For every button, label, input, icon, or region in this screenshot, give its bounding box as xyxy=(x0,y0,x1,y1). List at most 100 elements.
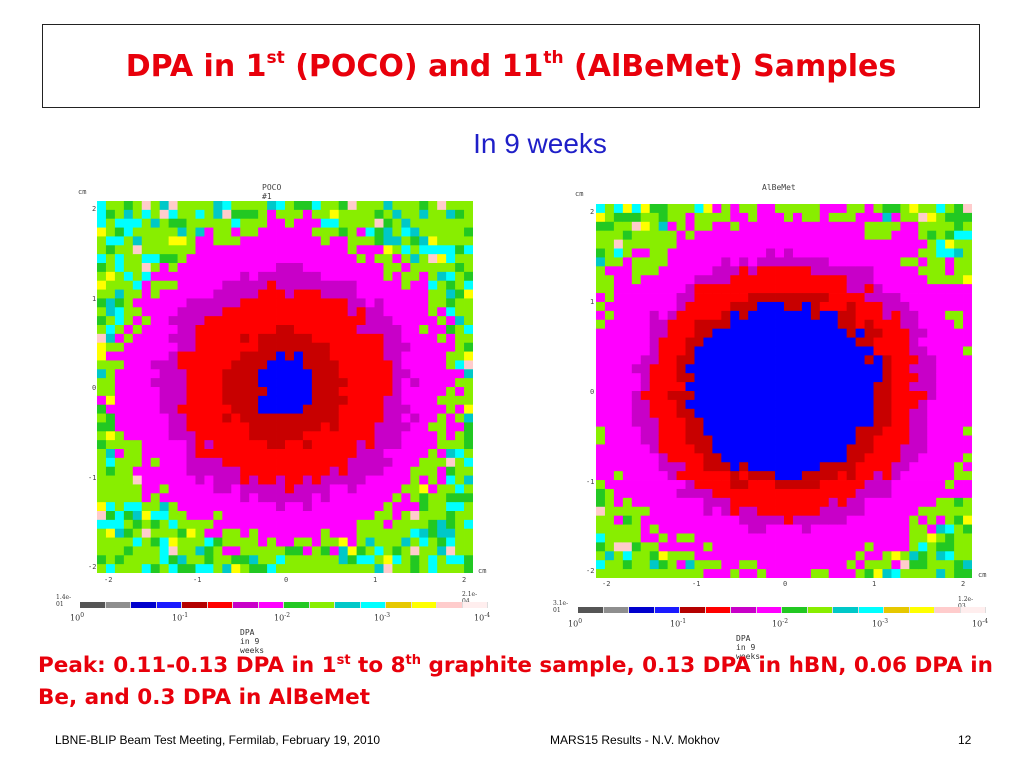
map-cell xyxy=(604,444,615,454)
map-cell xyxy=(801,533,812,543)
map-cell xyxy=(132,263,143,273)
map-cell xyxy=(676,221,686,232)
map-cell xyxy=(927,337,937,347)
map-cell xyxy=(293,263,304,273)
map-cell xyxy=(775,533,785,543)
map-cell xyxy=(293,342,304,352)
map-cell xyxy=(712,542,722,552)
map-cell xyxy=(132,555,143,565)
map-cell xyxy=(222,342,232,352)
map-cell xyxy=(204,378,214,388)
map-cell xyxy=(150,316,161,326)
map-cell xyxy=(631,533,642,543)
map-cell xyxy=(329,537,340,547)
map-cell xyxy=(240,280,250,290)
map-cell xyxy=(873,551,883,561)
map-cell xyxy=(401,263,411,273)
map-cell xyxy=(114,263,125,273)
map-cell xyxy=(464,218,473,228)
map-cell xyxy=(801,293,812,303)
map-cell xyxy=(347,333,358,344)
map-cell xyxy=(419,564,429,573)
map-cell xyxy=(231,511,241,521)
map-cell xyxy=(918,453,928,463)
map-cell xyxy=(114,333,125,344)
map-cell xyxy=(240,271,250,282)
map-cell xyxy=(276,466,286,476)
map-cell xyxy=(455,440,465,450)
map-cell xyxy=(347,528,358,538)
map-cell xyxy=(311,564,322,573)
map-cell xyxy=(658,462,669,472)
map-cell xyxy=(864,471,874,481)
map-cell xyxy=(419,511,429,521)
map-cell xyxy=(123,431,134,441)
map-cell xyxy=(249,440,259,450)
map-cell xyxy=(963,373,972,383)
map-cell xyxy=(936,533,946,543)
map-cell xyxy=(864,444,874,454)
map-cell xyxy=(712,346,722,356)
map-cell xyxy=(338,457,349,468)
map-cell xyxy=(132,440,143,450)
map-cell xyxy=(658,364,669,374)
map-cell xyxy=(267,316,277,326)
map-cell xyxy=(293,307,304,317)
map-cell xyxy=(640,533,651,543)
map-cell xyxy=(640,284,651,294)
map-cell xyxy=(954,382,964,392)
map-cell xyxy=(114,369,125,379)
map-cell xyxy=(640,212,651,223)
map-cell xyxy=(293,555,304,565)
subtitle: In 9 weeks xyxy=(473,128,607,159)
map-cell xyxy=(311,484,322,494)
map-cell xyxy=(464,564,473,573)
map-cell xyxy=(757,337,767,347)
map-cell xyxy=(846,310,857,321)
map-cell xyxy=(819,310,830,321)
map-cell xyxy=(640,275,651,285)
map-cell xyxy=(195,466,205,476)
map-cell xyxy=(604,275,615,285)
map-cell xyxy=(267,511,277,521)
map-cell xyxy=(240,325,250,335)
map-cell xyxy=(784,373,794,383)
map-cell xyxy=(613,204,624,214)
map-cell xyxy=(766,204,776,214)
map-cell xyxy=(455,271,465,282)
map-cell xyxy=(446,484,456,494)
map-cell xyxy=(231,236,241,246)
map-cell xyxy=(613,542,624,552)
map-cell xyxy=(918,221,928,232)
map-cell xyxy=(631,239,642,249)
map-cell xyxy=(97,378,107,388)
map-cell xyxy=(213,413,223,423)
map-cell xyxy=(356,466,366,476)
map-cell xyxy=(186,227,196,237)
map-cell xyxy=(302,537,313,547)
map-cell xyxy=(748,266,758,276)
map-cell xyxy=(864,230,874,241)
map-cell xyxy=(159,333,170,344)
map-cell xyxy=(945,310,955,321)
map-cell xyxy=(159,511,170,521)
map-cell xyxy=(258,387,268,397)
map-cell xyxy=(455,475,465,485)
map-cell xyxy=(927,275,937,285)
map-cell xyxy=(712,533,722,543)
map-cell xyxy=(97,449,107,459)
map-cell xyxy=(963,391,972,401)
map-cell xyxy=(801,515,812,525)
map-cell xyxy=(258,466,268,476)
map-cell xyxy=(222,289,232,299)
map-cell xyxy=(784,471,794,481)
map-cell xyxy=(963,453,972,463)
map-cell xyxy=(455,209,465,220)
map-cell xyxy=(132,546,143,556)
map-cell xyxy=(464,245,473,255)
map-cell xyxy=(383,457,393,468)
map-cell xyxy=(810,560,821,570)
map-cell xyxy=(446,227,456,237)
map-cell xyxy=(267,298,277,308)
map-cell xyxy=(748,364,758,374)
